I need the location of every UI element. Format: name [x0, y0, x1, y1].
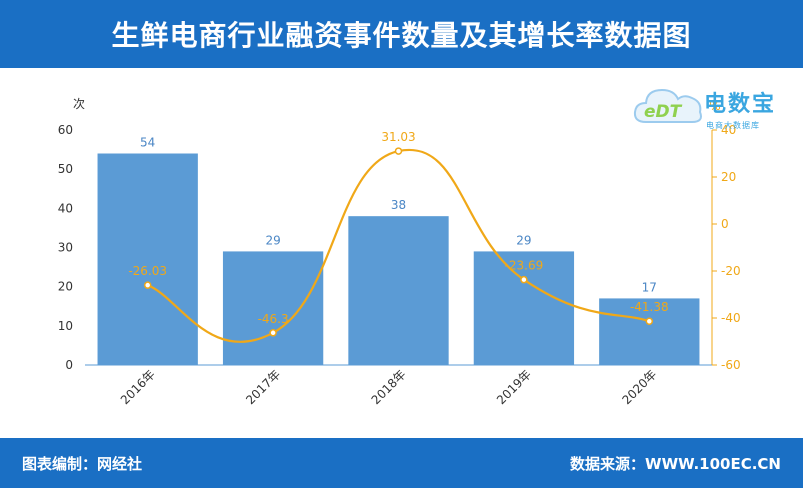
line-point	[520, 275, 528, 284]
chart-title: 生鲜电商行业融资事件数量及其增长率数据图	[111, 19, 692, 52]
footer-source: 数据来源：WWW.100EC.CN	[570, 455, 781, 473]
line-data-label: -26.03	[128, 264, 167, 278]
y2-axis-label: %	[709, 99, 720, 113]
title-bar: 生鲜电商行业融资事件数量及其增长率数据图	[0, 0, 803, 68]
bar-data-label: 29	[265, 233, 280, 247]
x-tick-label: 2019年	[494, 367, 534, 407]
line-point	[645, 317, 654, 325]
bar-data-label: 29	[516, 233, 531, 247]
cloud-logo-icon: eDT	[633, 88, 702, 123]
y-axis-label: 次	[73, 97, 85, 111]
line-data-label: -23.69	[505, 259, 544, 273]
logo-sub-text: 电商大数据库	[706, 121, 760, 130]
bar	[473, 251, 575, 365]
line-point	[269, 329, 277, 337]
x-tick-label: 2020年	[619, 367, 659, 407]
y-tick-label: 40	[58, 201, 73, 215]
footer-credit: 图表编制：网经社	[22, 455, 143, 473]
bar	[97, 153, 198, 365]
y2-tick-label: -20	[721, 264, 741, 278]
bar-data-label: 38	[391, 198, 406, 212]
growth-rate-line	[147, 148, 650, 343]
x-tick-label: 2018年	[369, 367, 409, 407]
line-data-label: 31.03	[381, 130, 415, 144]
y-tick-label: 0	[65, 358, 73, 372]
y-tick-label: 20	[58, 280, 73, 294]
logo-mark: eDT	[644, 102, 683, 122]
bar	[222, 251, 324, 365]
y-tick-label: 10	[58, 319, 73, 333]
y-tick-label: 50	[58, 162, 73, 176]
y2-tick-label: 0	[721, 217, 729, 231]
line-point	[394, 147, 403, 155]
x-tick-label: 2016年	[118, 367, 158, 407]
y-tick-label: 60	[58, 123, 73, 137]
bar-data-label: 17	[642, 280, 657, 294]
logo-main-text: 电数宝	[704, 92, 777, 117]
bar-data-label: 54	[140, 136, 155, 150]
x-tick-label: 2017年	[243, 367, 283, 407]
bar	[348, 216, 449, 365]
line-data-label: -46.3	[258, 312, 289, 326]
y2-tick-label: 40	[721, 123, 736, 137]
y2-tick-label: -40	[721, 311, 741, 325]
logo: eDT 电数宝 电商大数据库	[632, 78, 802, 138]
y2-tick-label: 20	[721, 170, 736, 184]
chart-area: 0 10 20 30 40 50 60 次 -60 -40 -20 0 20 40% 54 29 38 29 17 2…	[0, 68, 803, 438]
footer-bar: 图表编制：网经社 数据来源：WWW.100EC.CN	[0, 438, 803, 488]
chart-svg: 0 10 20 30 40 50 60次 -60 -40 -20 0 20 40% 54 29 38 29 17 2…	[58, 97, 741, 407]
line-data-label: -41.38	[630, 300, 669, 314]
bar	[599, 298, 700, 365]
y-tick-label: 30	[58, 241, 73, 255]
line-point	[143, 281, 152, 289]
y2-tick-label: -60	[721, 358, 741, 372]
